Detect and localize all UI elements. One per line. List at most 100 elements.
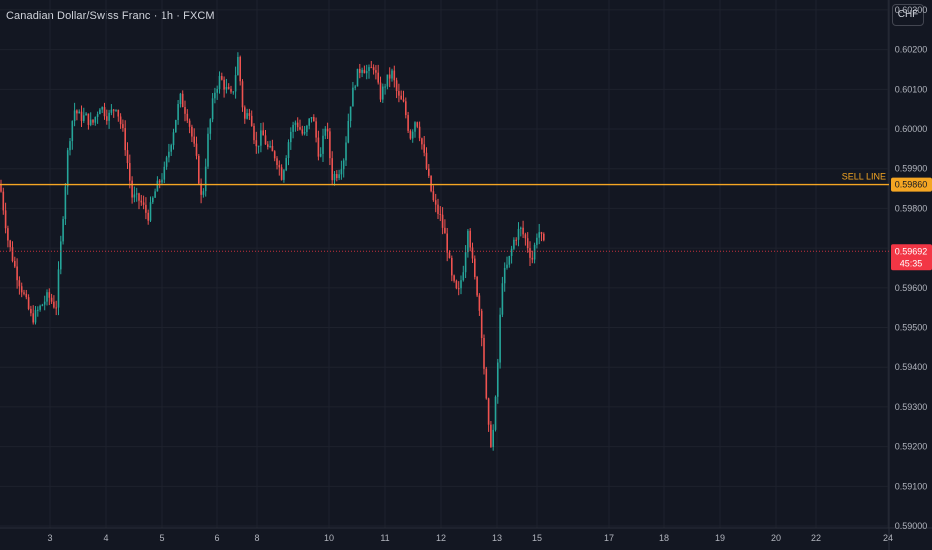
candle-body (135, 193, 138, 195)
candle-body (34, 310, 37, 323)
candle-body (211, 98, 214, 120)
candle-body (221, 76, 223, 80)
candle-body (43, 301, 46, 305)
candle-body (20, 286, 23, 293)
candle-body (87, 113, 90, 125)
candle-body (138, 193, 140, 201)
candle-body (301, 129, 304, 134)
candle-body (290, 131, 292, 143)
candle-body (326, 128, 329, 132)
candle-body (455, 280, 458, 289)
candle-body (296, 122, 299, 128)
candle-body (529, 248, 531, 258)
candle-body (306, 125, 308, 133)
candle-body (382, 86, 384, 100)
candle-body (53, 301, 55, 308)
candle-body (457, 288, 460, 290)
currency-button[interactable]: CHF (892, 4, 924, 26)
candle-body (99, 109, 101, 115)
candle-body (94, 116, 97, 123)
candle-body (227, 87, 230, 89)
price-tick-label: 0.60000 (895, 124, 928, 134)
candle-body (269, 145, 271, 147)
candle-body (522, 227, 524, 235)
candle-body (170, 145, 172, 152)
price-tick-label: 0.59000 (895, 521, 928, 531)
candle-body (345, 142, 347, 161)
candle-body (365, 71, 368, 74)
candle-body (271, 145, 274, 152)
candle-body (492, 429, 494, 447)
price-tick-label: 0.59200 (895, 442, 928, 452)
time-axis[interactable]: 3 4 5 6 8 10 11 12 13 15 17 18 19 20 22 24 (47, 533, 893, 543)
candle-body (538, 232, 540, 238)
sell-price-label: 0.59860 (891, 177, 932, 192)
candle-body (161, 179, 163, 183)
candle-body (425, 152, 428, 169)
candle-body (76, 110, 78, 114)
candle-body (467, 230, 469, 253)
time-tick-label: 20 (771, 533, 781, 543)
candle-body (386, 74, 389, 87)
candle-body (181, 93, 184, 108)
bar-countdown: 45:35 (900, 258, 923, 268)
candle-body (499, 314, 501, 363)
candle-body (248, 113, 251, 116)
svg-text:0.59692: 0.59692 (895, 246, 928, 256)
candle-body (471, 247, 474, 259)
candle-body (57, 269, 60, 308)
candle-body (520, 227, 522, 229)
candle-body (85, 113, 87, 116)
candle-body (370, 67, 373, 69)
candle-body (453, 275, 455, 281)
grid (0, 0, 889, 528)
price-axis[interactable]: 0.60300 0.60200 0.60100 0.60000 0.59900 0.598… (895, 5, 928, 531)
candle-body (478, 295, 481, 311)
candle-body (89, 119, 92, 125)
candle-body (319, 153, 322, 157)
candle-body (112, 109, 115, 111)
candle-body (430, 175, 432, 192)
candle-body (186, 113, 189, 121)
time-tick-label: 6 (214, 533, 219, 543)
candle-body (39, 305, 41, 310)
candle-body (14, 260, 16, 267)
candle-body (501, 283, 504, 315)
candle-body (92, 119, 94, 123)
candle-body (244, 107, 246, 119)
candle-body (411, 131, 414, 139)
candles (0, 52, 545, 451)
price-tick-label: 0.60200 (895, 45, 928, 55)
candle-body (115, 109, 117, 111)
candle-body (152, 197, 154, 203)
candle-body (73, 110, 76, 122)
price-tick-label: 0.59600 (895, 283, 928, 293)
candle-body (175, 119, 177, 133)
candle-body (273, 151, 276, 159)
candle-body (156, 180, 159, 192)
time-tick-label: 4 (103, 533, 108, 543)
candle-body (402, 99, 405, 102)
candle-body (60, 241, 62, 270)
candle-body (9, 240, 11, 248)
time-tick-label: 19 (715, 533, 725, 543)
time-tick-label: 13 (492, 533, 502, 543)
time-tick-label: 3 (47, 533, 52, 543)
candle-body (55, 307, 57, 309)
candle-body (154, 191, 156, 198)
candle-body (83, 115, 85, 121)
candle-body (200, 183, 202, 195)
candle-body (147, 212, 149, 221)
price-tick-label: 0.59900 (895, 164, 928, 174)
time-tick-label: 18 (659, 533, 669, 543)
candle-body (214, 92, 216, 99)
time-tick-label: 24 (883, 533, 893, 543)
candle-body (133, 194, 136, 198)
candle-body (418, 126, 421, 139)
candle-body (280, 167, 283, 180)
candle-body (310, 117, 313, 119)
candle-body (333, 174, 336, 181)
price-tick-label: 0.59500 (895, 323, 928, 333)
